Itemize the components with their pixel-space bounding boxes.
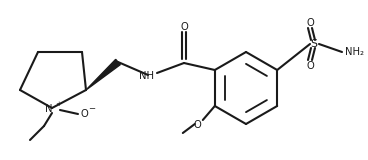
Text: O: O (306, 18, 314, 28)
Text: NH: NH (139, 71, 155, 81)
Text: O: O (80, 109, 88, 119)
Text: O: O (180, 22, 188, 32)
Text: O: O (194, 120, 202, 130)
Text: −: − (88, 104, 96, 113)
Text: NH₂: NH₂ (344, 47, 364, 57)
Text: +: + (55, 101, 61, 107)
Text: S: S (311, 39, 318, 49)
Polygon shape (86, 59, 120, 90)
Text: O: O (306, 61, 314, 71)
Text: N: N (45, 104, 53, 114)
